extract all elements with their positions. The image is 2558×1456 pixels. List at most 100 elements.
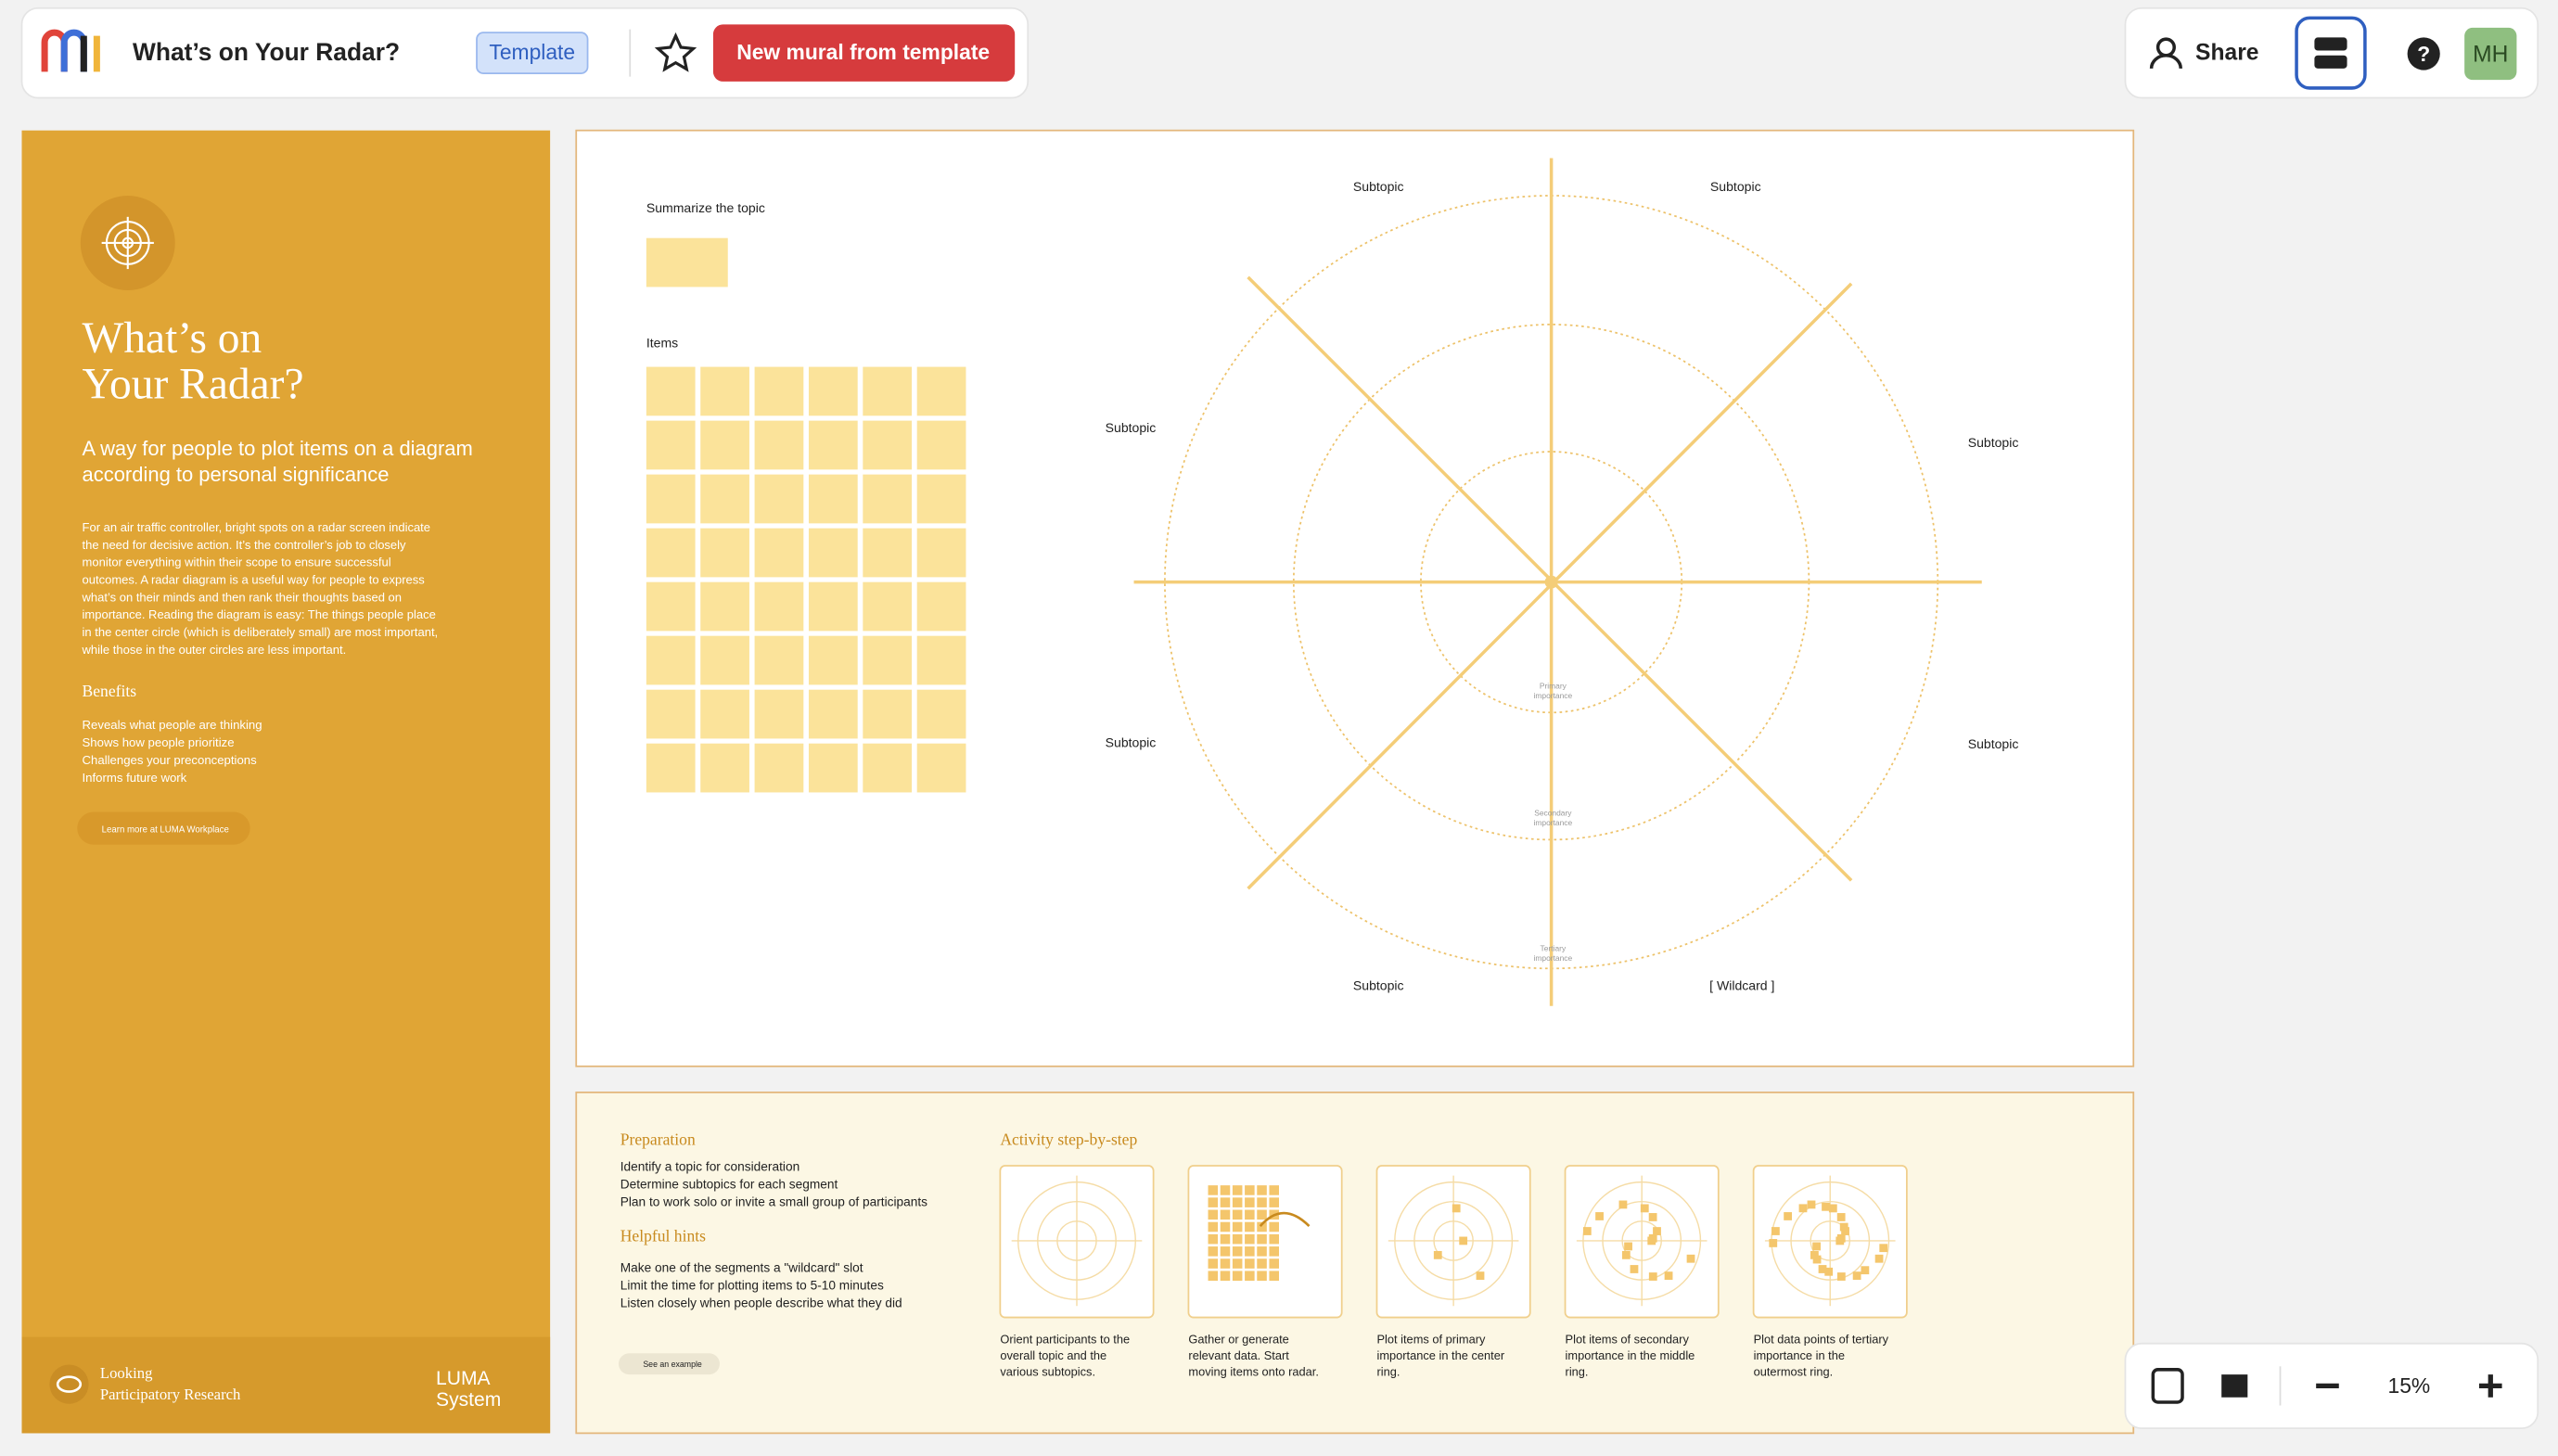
item-sticky[interactable] [700, 689, 749, 739]
item-sticky[interactable] [808, 743, 858, 793]
step-caption: importance in the center [1376, 1348, 1504, 1362]
sidebar-subtitle: A way for people to plot items on a diag… [83, 437, 473, 460]
step-sticky [1269, 1258, 1279, 1269]
example-button[interactable] [618, 1353, 720, 1375]
item-sticky[interactable] [916, 366, 966, 416]
help-icon: ? [2417, 42, 2430, 66]
item-sticky[interactable] [808, 420, 858, 470]
learn-more-text: Learn more at LUMA Workplace [102, 824, 229, 835]
item-sticky[interactable] [700, 528, 749, 578]
step-sticky [1245, 1233, 1255, 1245]
item-sticky[interactable] [754, 635, 804, 685]
item-sticky[interactable] [916, 689, 966, 739]
item-sticky[interactable] [916, 528, 966, 578]
step-caption: importance in the [1754, 1348, 1845, 1362]
step-dot [1807, 1200, 1816, 1209]
step-caption: Plot items of primary [1376, 1333, 1485, 1347]
item-sticky[interactable] [916, 474, 966, 524]
item-sticky[interactable] [863, 474, 913, 524]
item-sticky[interactable] [754, 366, 804, 416]
help-button[interactable] [2407, 37, 2440, 70]
step-sticky [1245, 1258, 1255, 1269]
summary-sticky[interactable] [646, 237, 728, 287]
item-sticky[interactable] [808, 474, 858, 524]
item-sticky[interactable] [916, 420, 966, 470]
sidebar-subtitle: according to personal significance [83, 463, 390, 486]
item-sticky[interactable] [700, 635, 749, 685]
star-button[interactable] [654, 32, 697, 72]
zoom-in[interactable] [2478, 1374, 2502, 1398]
item-sticky[interactable] [646, 528, 696, 578]
new-mural-text[interactable]: New mural from template [736, 40, 990, 64]
item-sticky[interactable] [863, 581, 913, 632]
step-sticky [1208, 1197, 1219, 1207]
item-sticky[interactable] [700, 420, 749, 470]
item-sticky[interactable] [863, 689, 913, 739]
step-dot [1822, 1202, 1830, 1211]
example-button-text: See an example [643, 1360, 702, 1369]
sidebar-description: what’s on their minds and then rank thei… [82, 590, 402, 604]
item-sticky[interactable] [700, 743, 749, 793]
template-badge [476, 32, 589, 74]
step-dot [1836, 1272, 1846, 1281]
subtopic-label: [ Wildcard ] [1709, 977, 1774, 992]
map-button[interactable] [2221, 1374, 2248, 1398]
step-sticky [1220, 1197, 1231, 1207]
item-sticky[interactable] [863, 635, 913, 685]
new-mural-button[interactable] [712, 24, 1016, 82]
avatar[interactable] [2464, 27, 2517, 81]
item-sticky[interactable] [808, 689, 858, 739]
item-sticky[interactable] [646, 689, 696, 739]
item-sticky[interactable] [808, 581, 858, 632]
item-sticky[interactable] [754, 474, 804, 524]
item-sticky[interactable] [916, 743, 966, 793]
item-sticky[interactable] [754, 528, 804, 578]
item-sticky[interactable] [863, 366, 913, 416]
item-sticky[interactable] [863, 743, 913, 793]
item-sticky[interactable] [700, 366, 749, 416]
learn-more-button[interactable] [77, 811, 250, 845]
benefit-item: Challenges your preconceptions [83, 753, 258, 767]
item-sticky[interactable] [754, 581, 804, 632]
item-sticky[interactable] [646, 635, 696, 685]
item-sticky[interactable] [754, 743, 804, 793]
item-sticky[interactable] [863, 528, 913, 578]
item-sticky[interactable] [646, 743, 696, 793]
logo[interactable] [41, 29, 100, 72]
outline-button[interactable] [2295, 16, 2367, 90]
step-dot [1879, 1244, 1888, 1253]
sidebar-description: importance. Reading the diagram is easy:… [83, 607, 436, 621]
item-sticky[interactable] [700, 581, 749, 632]
brand-logo: System [436, 1389, 501, 1411]
step-sticky [1232, 1246, 1243, 1257]
step-sticky [1232, 1221, 1243, 1232]
share-button[interactable]: Share [2195, 41, 2258, 66]
ring-label: Primary [1540, 681, 1567, 690]
item-sticky[interactable] [700, 474, 749, 524]
step-sticky [1269, 1233, 1279, 1245]
item-sticky[interactable] [646, 474, 696, 524]
item-sticky[interactable] [754, 689, 804, 739]
step-sticky [1245, 1185, 1255, 1195]
share-icon[interactable] [2149, 37, 2182, 70]
category-label: Looking [100, 1364, 153, 1382]
item-sticky[interactable] [646, 366, 696, 416]
item-sticky[interactable] [916, 581, 966, 632]
item-sticky[interactable] [808, 366, 858, 416]
item-sticky[interactable] [808, 528, 858, 578]
benefit-item: Reveals what people are thinking [83, 718, 262, 732]
item-sticky[interactable] [808, 635, 858, 685]
item-sticky[interactable] [754, 420, 804, 470]
item-sticky[interactable] [916, 635, 966, 685]
ring-label: importance [1534, 818, 1573, 827]
step-dot [1828, 1204, 1837, 1213]
zoom-level: 15% [2388, 1373, 2431, 1398]
step-sticky [1208, 1221, 1219, 1232]
item-sticky[interactable] [863, 420, 913, 470]
touch-button[interactable] [2151, 1368, 2184, 1404]
step-dot [1841, 1227, 1849, 1235]
step-sticky [1245, 1221, 1255, 1232]
item-sticky[interactable] [646, 581, 696, 632]
item-sticky[interactable] [646, 420, 696, 470]
